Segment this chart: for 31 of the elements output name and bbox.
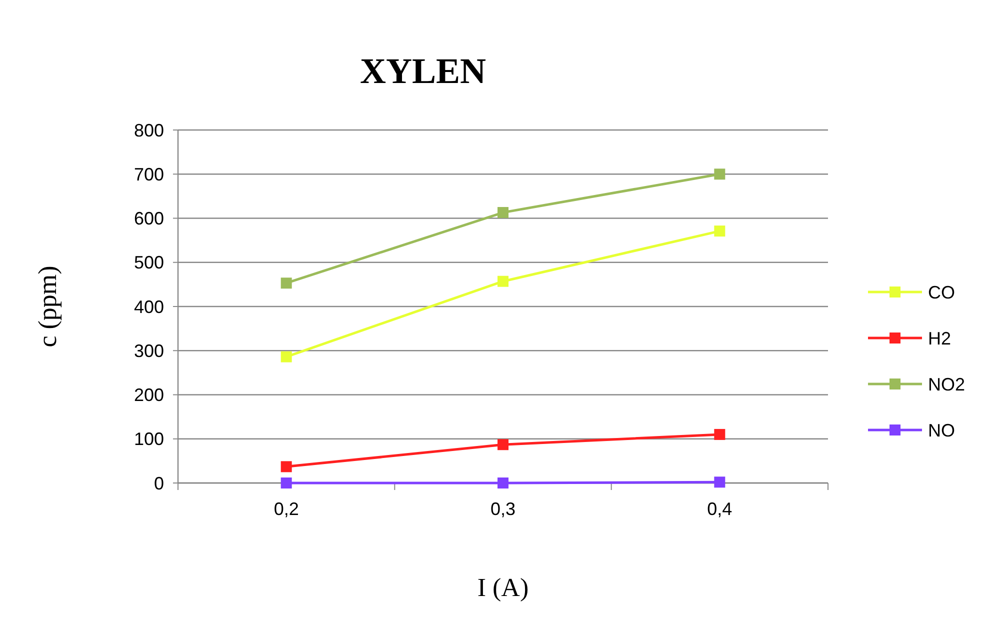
y-tick-label: 0 [154, 473, 164, 494]
y-tick-label: 200 [134, 385, 164, 406]
point [498, 207, 508, 218]
y-tick-label: 700 [134, 164, 164, 184]
point [498, 478, 508, 488]
point [714, 168, 726, 180]
legend-label: H2 [928, 328, 952, 348]
point [280, 461, 292, 472]
point [714, 476, 726, 488]
point [280, 351, 292, 362]
y-tick-label: 500 [134, 252, 164, 273]
point [280, 478, 292, 488]
x-tick-label: 0,2 [274, 499, 299, 519]
y-tick-label: 300 [134, 340, 164, 361]
legend-label: NO2 [928, 374, 966, 394]
point [498, 276, 508, 287]
y-tick-label: 600 [134, 208, 164, 229]
point [714, 226, 726, 237]
y-tick-label: 100 [134, 429, 164, 450]
x-axis-title: I (A) [477, 573, 529, 602]
point [498, 439, 508, 450]
y-tick-label: 400 [134, 296, 164, 317]
legend-label: CO [928, 282, 955, 302]
legend-label: NO [928, 420, 955, 440]
point [714, 428, 726, 440]
y-axis-title: c (ppm) [33, 266, 62, 348]
point [280, 278, 292, 289]
x-tick-label: 0,3 [490, 499, 516, 519]
x-tick-label: 0,4 [707, 499, 732, 519]
chart-title: XYLEN [360, 51, 486, 91]
y-tick-label: 800 [134, 120, 164, 140]
